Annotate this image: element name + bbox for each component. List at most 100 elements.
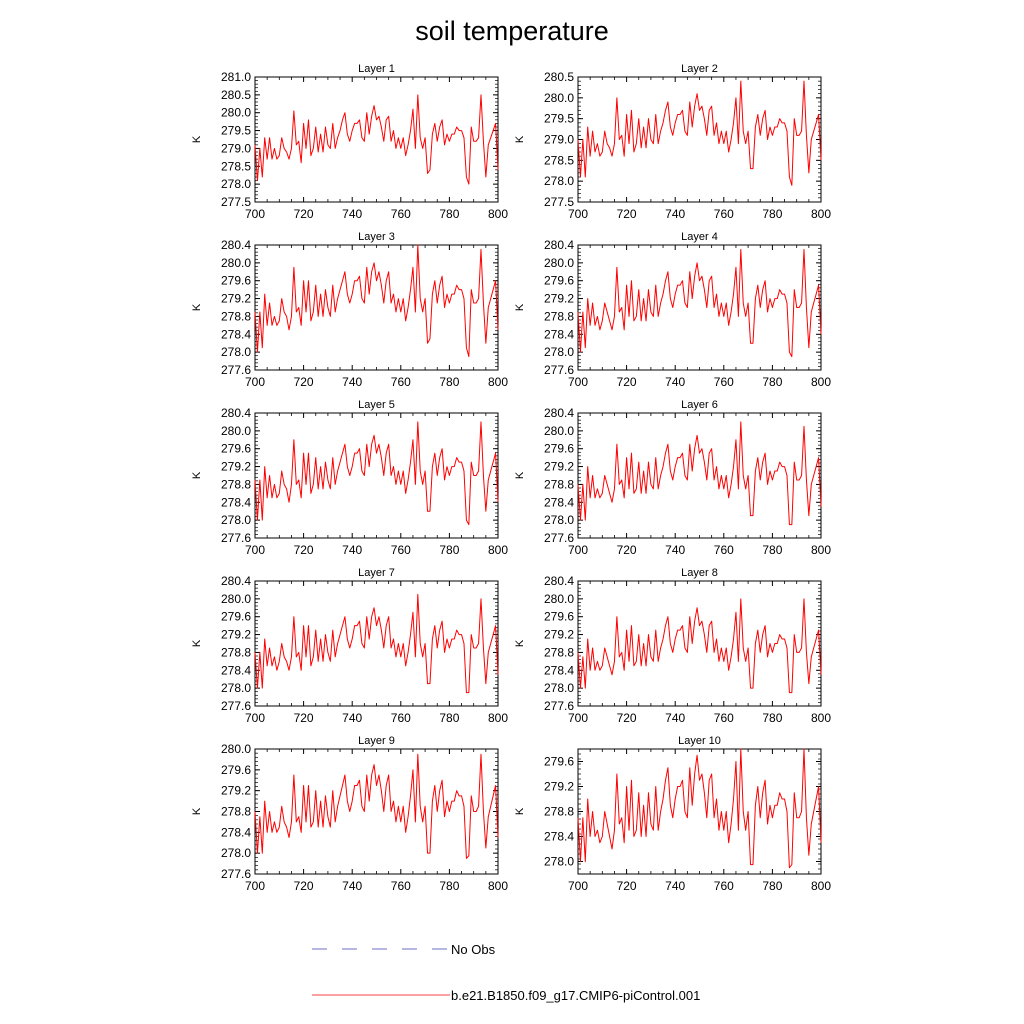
x-tick-label: 800 [811, 207, 831, 221]
panel-title: Layer 6 [681, 399, 718, 411]
series-line [254, 94, 499, 185]
y-tick-label: 279.2 [544, 460, 574, 474]
series-line [577, 748, 822, 869]
y-tick-label: 277.5 [221, 195, 251, 209]
y-axis-label: K [191, 471, 203, 479]
x-tick-label: 760 [714, 207, 734, 221]
x-tick-label: 740 [342, 879, 362, 893]
x-tick-label: 720 [617, 375, 637, 389]
x-tick-label: 740 [665, 711, 685, 725]
y-tick-label: 278.0 [544, 513, 574, 527]
panel-layer-4: Layer 4 K 700 720 740 760 780 800 277.6 278.0 278.… [514, 231, 831, 389]
panel-frame [254, 76, 499, 203]
x-tick-label: 700 [568, 711, 588, 725]
x-tick-label: 760 [714, 711, 734, 725]
x-tick-label: 760 [714, 879, 734, 893]
panel-layer-9: Layer 9 K 700 720 740 760 780 800 277.6 278.0 278.… [191, 735, 508, 893]
y-tick-label: 277.6 [221, 699, 251, 713]
x-tick-label: 740 [665, 375, 685, 389]
x-tick-label: 740 [342, 543, 362, 557]
x-tick-label: 700 [568, 207, 588, 221]
series-line [577, 248, 822, 358]
y-tick-label: 279.2 [221, 784, 251, 798]
y-tick-label: 278.5 [221, 159, 251, 173]
panel-layer-6: Layer 6 K 700 720 740 760 780 800 277.6 278.0 278.… [514, 399, 831, 557]
y-tick-label: 279.0 [221, 141, 251, 155]
panel-layer-2: Layer 2 K 700 720 740 760 780 800 277.5 278.0 278.… [514, 63, 831, 221]
panel-title: Layer 5 [358, 399, 395, 411]
y-tick-label: 280.0 [544, 424, 574, 438]
x-tick-label: 800 [811, 375, 831, 389]
legend-label-model: b.e21.B1850.f09_g17.CMIP6-piControl.001 [451, 988, 700, 1003]
y-tick-label: 278.4 [544, 663, 574, 677]
y-tick-label: 280.0 [221, 256, 251, 270]
x-tick-label: 800 [811, 543, 831, 557]
y-tick-label: 278.8 [544, 805, 574, 819]
y-axis-label: K [514, 639, 526, 647]
x-tick-label: 780 [439, 375, 459, 389]
x-tick-label: 800 [811, 711, 831, 725]
y-tick-label: 278.8 [221, 645, 251, 659]
chart-title: soil temperature [415, 16, 609, 46]
y-axis-label: K [191, 639, 203, 647]
panel-title: Layer 1 [358, 63, 395, 75]
y-tick-label: 279.6 [221, 274, 251, 288]
y-tick-label: 278.0 [221, 345, 251, 359]
x-tick-label: 700 [568, 375, 588, 389]
panel-frame [254, 580, 499, 707]
y-tick-label: 277.6 [221, 363, 251, 377]
x-tick-label: 700 [245, 879, 265, 893]
y-tick-label: 277.6 [221, 531, 251, 545]
y-tick-label: 278.0 [221, 513, 251, 527]
y-tick-label: 279.6 [221, 610, 251, 624]
y-tick-label: 279.2 [544, 780, 574, 794]
y-tick-label: 280.0 [544, 91, 574, 105]
y-axis-label: K [191, 303, 203, 311]
panel-title: Layer 3 [358, 231, 395, 243]
panel-layer-3: Layer 3 K 700 720 740 760 780 800 277.6 278.0 278.… [191, 231, 508, 389]
x-tick-label: 780 [439, 207, 459, 221]
y-tick-label: 280.0 [544, 592, 574, 606]
x-tick-label: 700 [568, 543, 588, 557]
panel-layer-7: Layer 7 K 700 720 740 760 780 800 277.6 278.0 278.… [191, 567, 508, 725]
x-tick-label: 800 [488, 375, 508, 389]
y-tick-label: 278.0 [221, 681, 251, 695]
y-axis-label: K [514, 471, 526, 479]
y-tick-label: 278.8 [544, 477, 574, 491]
y-tick-label: 280.4 [544, 238, 574, 252]
y-tick-label: 278.4 [221, 495, 251, 509]
y-axis-label: K [514, 303, 526, 311]
y-tick-label: 279.5 [544, 112, 574, 126]
y-tick-label: 280.4 [221, 238, 251, 252]
x-tick-label: 780 [762, 543, 782, 557]
panel-title: Layer 7 [358, 567, 395, 579]
y-tick-label: 278.4 [221, 327, 251, 341]
x-tick-label: 740 [665, 879, 685, 893]
series-line [254, 753, 499, 859]
panel-title: Layer 10 [678, 735, 721, 747]
y-tick-label: 279.6 [544, 442, 574, 456]
y-tick-label: 279.6 [544, 610, 574, 624]
x-tick-label: 780 [439, 543, 459, 557]
panel-grid: Layer 1 K 700 720 740 760 780 800 277.5 278.0 278.… [191, 63, 831, 893]
y-tick-label: 280.4 [544, 406, 574, 420]
x-tick-label: 700 [245, 207, 265, 221]
panel-title: Layer 9 [358, 735, 395, 747]
x-tick-label: 700 [245, 375, 265, 389]
x-tick-label: 720 [617, 879, 637, 893]
x-tick-label: 700 [245, 543, 265, 557]
x-tick-label: 720 [294, 879, 314, 893]
panel-layer-10: Layer 10 K 700 720 740 760 780 800 278.0 278.4 278… [514, 735, 831, 893]
y-tick-label: 279.2 [221, 460, 251, 474]
y-tick-label: 280.0 [221, 106, 251, 120]
panel-frame [577, 748, 822, 875]
x-tick-label: 760 [391, 711, 411, 725]
y-tick-label: 281.0 [221, 70, 251, 84]
series-line [577, 80, 822, 186]
y-tick-label: 279.2 [221, 292, 251, 306]
y-tick-label: 278.0 [544, 681, 574, 695]
y-tick-label: 280.0 [221, 424, 251, 438]
x-tick-label: 740 [665, 543, 685, 557]
y-tick-label: 279.2 [544, 292, 574, 306]
